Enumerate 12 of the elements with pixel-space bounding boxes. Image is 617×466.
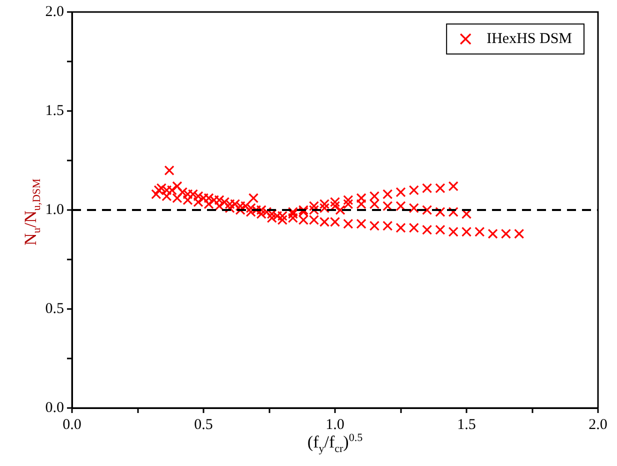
y-tick-label: 1.5 bbox=[45, 102, 64, 119]
x-tick-label: 1.0 bbox=[326, 416, 344, 433]
x-axis-title: (f$_{y}$/f$_{cr}$)$^{0.5}$ bbox=[306, 432, 364, 456]
y-tick-label: 0.0 bbox=[45, 400, 64, 416]
y-tick-label: 2.0 bbox=[45, 4, 64, 20]
x-tick-label: 1.5 bbox=[457, 416, 476, 433]
x-tick-label: 2.0 bbox=[588, 416, 608, 433]
y-tick-label: 1.0 bbox=[45, 202, 64, 218]
x-tick-label: 0.5 bbox=[194, 416, 213, 433]
x-tick-label: 0.0 bbox=[62, 416, 82, 433]
legend-label: IHexHS DSM bbox=[486, 30, 572, 47]
y-tick-label: 0.5 bbox=[45, 300, 64, 317]
